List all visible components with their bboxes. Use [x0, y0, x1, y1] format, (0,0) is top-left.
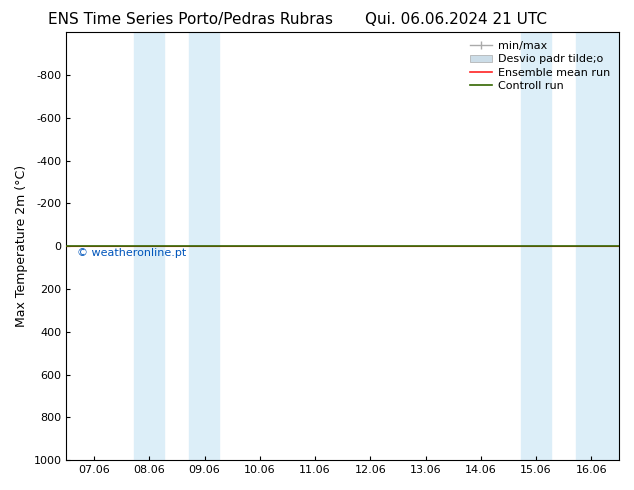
Text: © weatheronline.pt: © weatheronline.pt — [77, 248, 187, 258]
Text: Qui. 06.06.2024 21 UTC: Qui. 06.06.2024 21 UTC — [365, 12, 548, 27]
Text: ENS Time Series Porto/Pedras Rubras: ENS Time Series Porto/Pedras Rubras — [48, 12, 333, 27]
Y-axis label: Max Temperature 2m (°C): Max Temperature 2m (°C) — [15, 165, 28, 327]
Bar — [521, 32, 551, 460]
Bar — [134, 32, 164, 460]
Legend: min/max, Desvio padr tilde;o, Ensemble mean run, Controll run: min/max, Desvio padr tilde;o, Ensemble m… — [467, 38, 614, 95]
Bar — [576, 32, 619, 460]
Bar — [189, 32, 219, 460]
